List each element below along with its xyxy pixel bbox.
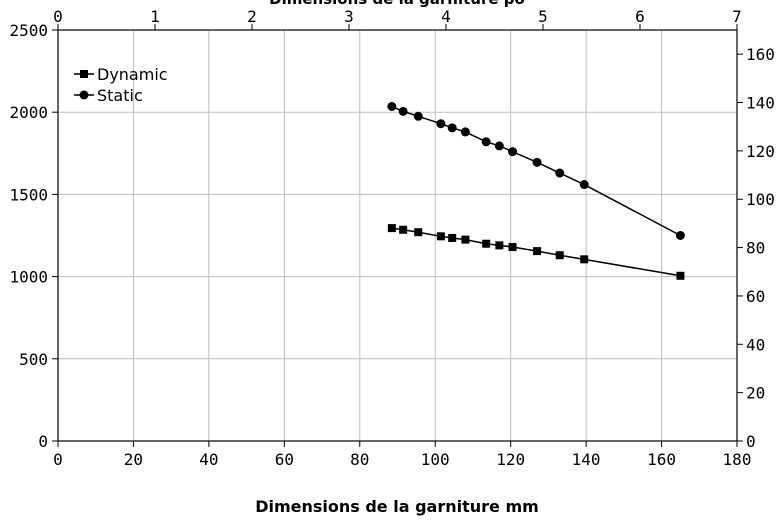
x-top-tick-label: 7 xyxy=(732,7,742,26)
data-point-dynamic xyxy=(555,251,564,260)
data-point-dynamic xyxy=(495,241,504,250)
y-left-tick-label: 2000 xyxy=(9,103,48,122)
x-top-tick-label: 6 xyxy=(635,7,645,26)
data-point-dynamic xyxy=(461,235,470,244)
y-right-tick-label: 120 xyxy=(746,142,775,161)
x-top-tick-label: 2 xyxy=(247,7,257,26)
data-point-static xyxy=(508,147,518,157)
data-point-dynamic xyxy=(448,233,457,242)
data-point-static xyxy=(413,111,423,121)
y-right-tick-label: 100 xyxy=(746,190,775,209)
data-point-static xyxy=(460,127,470,137)
y-left-tick-label: 1500 xyxy=(9,185,48,204)
series xyxy=(387,101,685,280)
x-top-tick-label: 1 xyxy=(150,7,160,26)
data-point-dynamic xyxy=(676,271,685,280)
legend: Dynamic Static xyxy=(74,65,168,105)
data-point-dynamic xyxy=(580,255,589,264)
data-point-dynamic xyxy=(482,239,491,248)
x-bottom-tick-label: 60 xyxy=(275,450,294,469)
y-left-tick-label: 500 xyxy=(19,350,48,369)
data-point-dynamic xyxy=(414,228,423,237)
y-left-tick-label: 1000 xyxy=(9,268,48,287)
x-top-tick-label: 0 xyxy=(53,7,63,26)
data-point-static xyxy=(387,101,397,111)
x-bottom-tick-label: 140 xyxy=(572,450,601,469)
x-bottom-tick-label: 100 xyxy=(421,450,450,469)
x-axis-title: Dimensions de la garniture mm xyxy=(255,497,539,516)
x-top-tick-label: 5 xyxy=(538,7,548,26)
x-bottom-tick-label: 160 xyxy=(647,450,676,469)
data-point-static xyxy=(532,157,542,167)
y-right-tick-label: 0 xyxy=(746,432,756,451)
data-point-static xyxy=(436,119,446,129)
y-right-tick-label: 40 xyxy=(746,335,765,354)
plot-frame xyxy=(57,29,738,442)
y-right-tick-label: 140 xyxy=(746,94,775,113)
legend-label-dynamic: Dynamic xyxy=(97,65,168,84)
data-point-static xyxy=(675,231,685,240)
y-right-tick-label: 80 xyxy=(746,239,765,258)
y-left-tick-label: 2500 xyxy=(9,21,48,40)
data-point-dynamic xyxy=(508,243,517,252)
data-point-static xyxy=(579,180,589,190)
data-point-static xyxy=(494,141,504,151)
legend-marker-static xyxy=(79,90,89,100)
data-point-dynamic xyxy=(387,224,396,233)
x-bottom-tick-label: 0 xyxy=(53,450,63,469)
x-bottom-tick-label: 120 xyxy=(496,450,525,469)
y-right-tick-label: 60 xyxy=(746,287,765,306)
data-point-dynamic xyxy=(399,225,408,234)
x-bottom-tick-label: 20 xyxy=(124,450,143,469)
x-bottom-tick-label: 80 xyxy=(350,450,369,469)
data-point-dynamic xyxy=(436,232,445,241)
x-bottom-tick-label: 180 xyxy=(723,450,752,469)
grid xyxy=(58,30,737,441)
x-bottom-tick-label: 40 xyxy=(199,450,218,469)
y-right-tick-label: 160 xyxy=(746,45,775,64)
data-point-static xyxy=(555,168,565,178)
data-point-static xyxy=(398,106,408,116)
x-top-tick-label: 3 xyxy=(344,7,354,26)
data-point-dynamic xyxy=(533,247,542,256)
data-point-static xyxy=(447,123,457,133)
top-axis-title: Dimensions de la garniture po xyxy=(269,0,525,8)
y-right-tick-label: 20 xyxy=(746,384,765,403)
x-top-tick-label: 4 xyxy=(441,7,451,26)
y-left-tick-label: 0 xyxy=(38,432,48,451)
legend-marker-dynamic xyxy=(80,70,88,78)
data-point-static xyxy=(481,137,491,147)
legend-label-static: Static xyxy=(97,86,143,105)
